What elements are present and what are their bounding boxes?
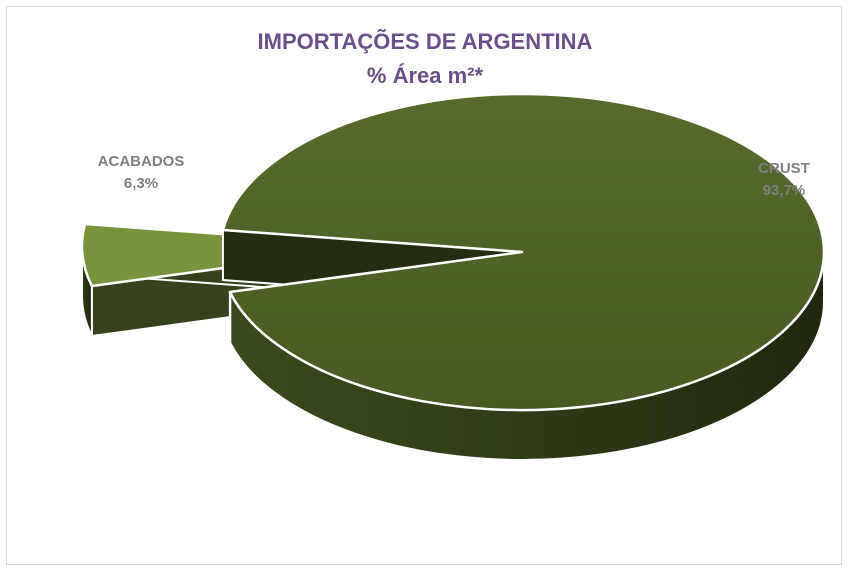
acabados-value-label: 6,3% bbox=[123, 175, 159, 192]
acabados-label: ACABADOS bbox=[97, 153, 185, 170]
data-label-crust: CRUST 93,7% bbox=[752, 158, 816, 202]
data-label-acabados: ACABADOS 6,3% bbox=[86, 151, 196, 195]
crust-value-label: 93,7% bbox=[762, 182, 806, 199]
crust-label: CRUST bbox=[758, 160, 810, 177]
chart-title: IMPORTAÇÕES DE ARGENTINA bbox=[257, 29, 593, 54]
crust-slice bbox=[221, 92, 826, 412]
chart-subtitle: % Área m²* bbox=[366, 63, 484, 88]
